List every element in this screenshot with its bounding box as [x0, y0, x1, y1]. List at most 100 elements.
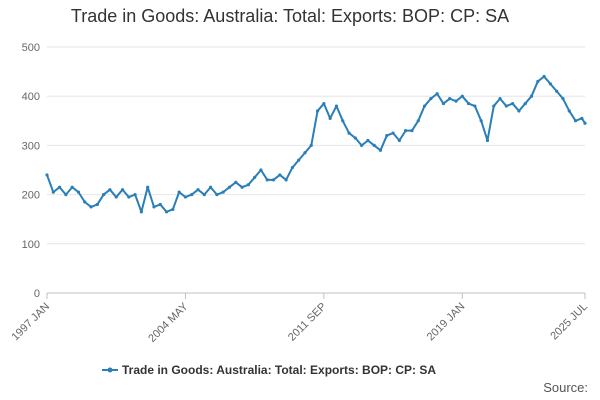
data-point[interactable]	[561, 97, 565, 101]
data-point[interactable]	[378, 148, 383, 152]
data-point[interactable]	[278, 173, 282, 177]
grid-lines	[47, 46, 585, 245]
data-point[interactable]	[95, 202, 99, 207]
data-point[interactable]	[146, 185, 150, 189]
data-point[interactable]	[523, 101, 527, 106]
data-point[interactable]	[580, 116, 584, 120]
data-point[interactable]	[227, 185, 232, 189]
data-point[interactable]	[108, 188, 112, 192]
legend[interactable]: Trade in Goods: Australia: Total: Export…	[102, 363, 436, 377]
data-point[interactable]	[177, 190, 181, 194]
data-point[interactable]	[183, 195, 188, 199]
data-point[interactable]	[334, 104, 339, 108]
data-point[interactable]	[435, 92, 439, 96]
data-point[interactable]	[215, 193, 219, 197]
data-point[interactable]	[473, 104, 477, 108]
data-point[interactable]	[76, 190, 81, 194]
data-point[interactable]	[448, 97, 452, 101]
data-point[interactable]	[70, 185, 74, 189]
data-point[interactable]	[341, 119, 345, 123]
data-point[interactable]	[555, 89, 559, 93]
data-point[interactable]	[158, 202, 162, 207]
data-point[interactable]	[284, 178, 288, 182]
data-point[interactable]	[416, 119, 420, 123]
data-point[interactable]	[372, 143, 376, 147]
data-point[interactable]	[529, 94, 534, 98]
data-point[interactable]	[234, 180, 238, 184]
data-point[interactable]	[102, 193, 106, 197]
data-point[interactable]	[45, 173, 49, 177]
data-point[interactable]	[511, 101, 515, 106]
data-point[interactable]	[171, 207, 175, 211]
data-point[interactable]	[152, 205, 156, 209]
data-point[interactable]	[573, 119, 578, 123]
data-point[interactable]	[64, 193, 68, 197]
legend-label[interactable]: Trade in Goods: Australia: Total: Export…	[122, 363, 436, 377]
data-point[interactable]	[139, 210, 143, 214]
data-point[interactable]	[542, 74, 546, 79]
series-line	[46, 75, 586, 213]
data-point[interactable]	[315, 109, 320, 113]
data-point[interactable]	[190, 193, 194, 197]
chart-title: Trade in Goods: Australia: Total: Export…	[70, 6, 510, 26]
data-point[interactable]	[485, 138, 490, 143]
data-point[interactable]	[567, 109, 571, 113]
data-point[interactable]	[271, 178, 276, 182]
data-point[interactable]	[454, 99, 458, 103]
data-point[interactable]	[517, 109, 521, 113]
data-point[interactable]	[404, 129, 408, 133]
data-point[interactable]	[385, 133, 389, 138]
data-point[interactable]	[397, 138, 401, 143]
data-point[interactable]	[209, 185, 213, 189]
data-point[interactable]	[353, 136, 357, 140]
data-point[interactable]	[360, 143, 364, 147]
data-point[interactable]	[466, 101, 471, 106]
data-point[interactable]	[221, 190, 225, 194]
data-point[interactable]	[83, 200, 87, 204]
data-point[interactable]	[492, 104, 496, 108]
data-point[interactable]	[504, 104, 508, 108]
data-point[interactable]	[309, 143, 313, 147]
data-point[interactable]	[422, 104, 427, 108]
data-point[interactable]	[265, 178, 269, 182]
data-point[interactable]	[89, 205, 93, 209]
data-point[interactable]	[391, 131, 395, 135]
y-tick-label: 200	[22, 190, 40, 202]
data-point[interactable]	[479, 119, 483, 123]
data-point[interactable]	[114, 195, 118, 199]
data-point[interactable]	[164, 210, 169, 214]
y-tick-label: 500	[22, 42, 40, 54]
data-point[interactable]	[259, 168, 263, 172]
data-point[interactable]	[303, 151, 307, 155]
x-tick-label: 2025 JUL	[548, 301, 590, 343]
data-point[interactable]	[498, 97, 502, 101]
data-point[interactable]	[347, 131, 351, 135]
x-tick-label: 1997 JAN	[9, 301, 52, 344]
data-point[interactable]	[429, 97, 433, 101]
data-point[interactable]	[548, 82, 552, 86]
data-point[interactable]	[246, 183, 250, 187]
data-point[interactable]	[133, 193, 137, 197]
y-tick-label: 100	[22, 239, 40, 251]
data-point[interactable]	[240, 185, 244, 189]
x-tick-label: 2004 MAY	[146, 300, 191, 345]
data-point[interactable]	[536, 79, 540, 84]
x-tick-label: 2011 SEP	[286, 301, 329, 344]
data-point[interactable]	[51, 190, 55, 194]
data-point[interactable]	[322, 101, 326, 106]
data-point[interactable]	[127, 195, 131, 199]
data-point[interactable]	[290, 165, 295, 170]
y-tick-label: 300	[22, 140, 40, 152]
data-point[interactable]	[583, 121, 587, 125]
data-point[interactable]	[202, 193, 206, 197]
data-point[interactable]	[410, 129, 414, 133]
data-point[interactable]	[297, 158, 301, 162]
data-point[interactable]	[120, 188, 125, 192]
data-point[interactable]	[196, 188, 200, 192]
data-point[interactable]	[366, 138, 370, 143]
data-point[interactable]	[441, 101, 446, 106]
data-point[interactable]	[328, 116, 332, 120]
data-point[interactable]	[460, 94, 464, 98]
data-point[interactable]	[57, 185, 62, 189]
data-point[interactable]	[253, 175, 257, 179]
